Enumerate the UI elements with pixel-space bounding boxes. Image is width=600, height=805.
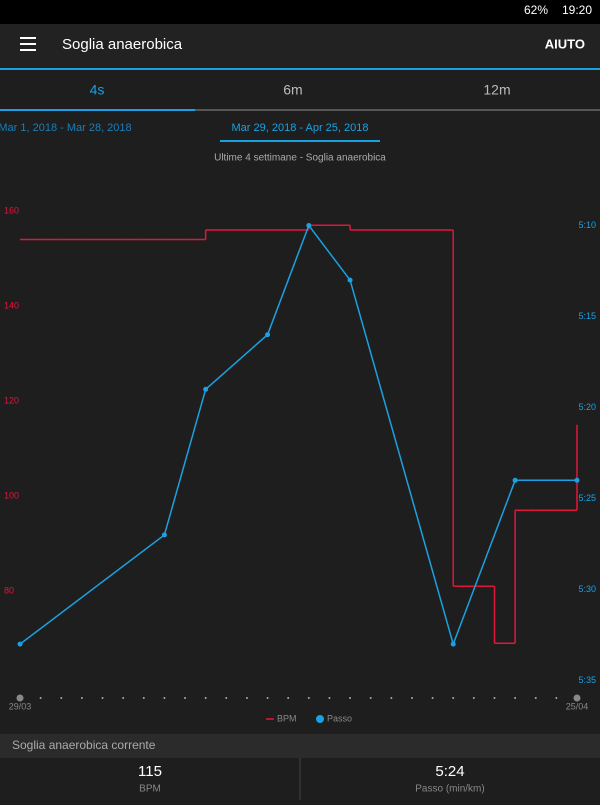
battery: 62% <box>524 3 548 17</box>
x-tick <box>390 697 393 699</box>
date-range[interactable]: Mar 1, 2018 - Mar 28, 2018 <box>0 122 132 134</box>
x-tick <box>493 697 496 699</box>
point <box>265 332 271 338</box>
clock: 19:20 <box>562 3 592 17</box>
y-tick-label: 140 <box>4 300 19 310</box>
x-tick <box>328 697 331 699</box>
y2-tick-label: 5:20 <box>578 402 596 412</box>
point <box>161 532 167 538</box>
x-tick <box>142 697 145 699</box>
x-tick <box>204 697 207 699</box>
menu-icon[interactable] <box>20 37 36 51</box>
x-tick <box>472 697 475 699</box>
point <box>450 641 456 647</box>
legend-label: BPM <box>277 713 297 723</box>
x-tick <box>80 697 83 699</box>
point <box>512 477 518 483</box>
tab-divider <box>0 109 600 111</box>
line-segment <box>349 279 454 645</box>
y2-tick-label: 5:15 <box>578 311 596 321</box>
y-tick-label: 80 <box>4 585 14 595</box>
x-tick <box>101 697 104 699</box>
date-range[interactable]: Mar 29, 2018 - Apr 25, 2018 <box>232 122 369 134</box>
chart-title: Ultime 4 settimane - Soglia anaerobica <box>214 153 386 164</box>
app-bar-border <box>0 68 600 70</box>
x-tick <box>163 697 166 699</box>
x-tick <box>245 697 248 699</box>
legend-swatch <box>316 715 324 723</box>
summary-title: Soglia anaerobica corrente <box>12 738 156 752</box>
x-tick <box>431 697 434 699</box>
line-segment <box>266 225 310 335</box>
date-indicator <box>220 140 380 142</box>
x-tick <box>410 697 413 699</box>
point <box>574 477 580 483</box>
tab[interactable]: 12m <box>483 82 510 98</box>
x-tick <box>39 697 42 699</box>
line-segment <box>163 389 207 536</box>
summary-header <box>0 734 600 758</box>
point <box>347 277 353 283</box>
x-tick <box>369 697 372 699</box>
help-button[interactable]: AIUTO <box>545 36 585 51</box>
x-tick <box>349 697 352 699</box>
y2-tick-label: 5:35 <box>578 675 596 685</box>
x-tick-label: 29/03 <box>9 701 32 711</box>
x-tick <box>573 694 581 702</box>
line-segment <box>205 334 269 390</box>
y-tick-label: 100 <box>4 490 19 500</box>
legend-label: Passo <box>327 713 352 723</box>
summary-label: BPM <box>139 784 161 795</box>
app-bar <box>0 24 600 68</box>
x-tick <box>307 697 310 699</box>
x-tick <box>452 697 455 699</box>
status-bar <box>0 0 600 24</box>
summary-value: 115 <box>138 763 162 780</box>
point <box>306 222 312 228</box>
line-segment <box>19 534 165 645</box>
x-tick <box>266 697 269 699</box>
app-title: Soglia anaerobica <box>62 36 183 53</box>
tab[interactable]: 6m <box>283 82 302 98</box>
line-segment <box>452 480 516 645</box>
y2-tick-label: 5:10 <box>578 220 596 230</box>
y-tick-label: 120 <box>4 395 19 405</box>
x-tick <box>122 697 125 699</box>
plot: 80 100 120 140 160 5:10 5:15 5:20 5:25 5:30 5:35 29… <box>4 205 596 723</box>
y2-tick-label: 5:30 <box>578 584 596 594</box>
point <box>203 386 209 392</box>
x-tick <box>225 697 228 699</box>
summary-value: 5:24 <box>435 763 464 780</box>
summary-label: Passo (min/km) <box>415 784 484 795</box>
x-tick <box>534 697 537 699</box>
x-tick-label: 25/04 <box>566 701 589 711</box>
x-tick <box>287 697 290 699</box>
x-tick <box>514 697 517 699</box>
y-tick-label: 160 <box>4 205 19 215</box>
point <box>17 641 23 647</box>
x-tick <box>184 697 187 699</box>
tab-indicator <box>0 109 195 111</box>
x-tick <box>60 697 63 699</box>
tab[interactable]: 4s <box>90 82 105 98</box>
x-tick <box>16 694 24 702</box>
y2-tick-label: 5:25 <box>578 493 596 503</box>
line-segment <box>308 225 351 281</box>
x-tick <box>555 697 558 699</box>
